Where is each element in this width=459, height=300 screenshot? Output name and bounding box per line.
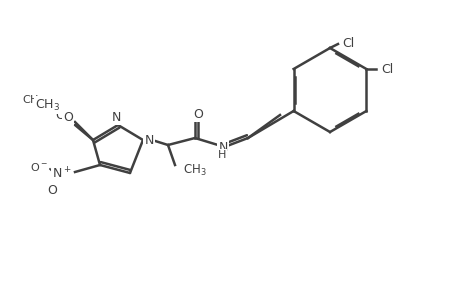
Text: CH$_3$: CH$_3$	[183, 163, 206, 178]
Text: O: O	[63, 110, 73, 124]
Text: N: N	[144, 134, 153, 146]
Text: H: H	[218, 150, 226, 160]
Text: N: N	[53, 172, 62, 184]
Text: O: O	[55, 109, 65, 122]
Text: CH$_3$: CH$_3$	[35, 98, 61, 112]
Text: Cl: Cl	[341, 37, 353, 50]
Text: O: O	[57, 112, 67, 124]
Text: N: N	[218, 140, 227, 154]
Text: Cl: Cl	[381, 62, 393, 76]
Text: O: O	[193, 107, 202, 121]
Text: O$^-$: O$^-$	[30, 161, 48, 173]
Text: N: N	[111, 110, 120, 124]
Text: N$^+$: N$^+$	[52, 166, 72, 182]
Text: O: O	[47, 184, 57, 196]
Text: CH$_3$: CH$_3$	[22, 93, 44, 107]
